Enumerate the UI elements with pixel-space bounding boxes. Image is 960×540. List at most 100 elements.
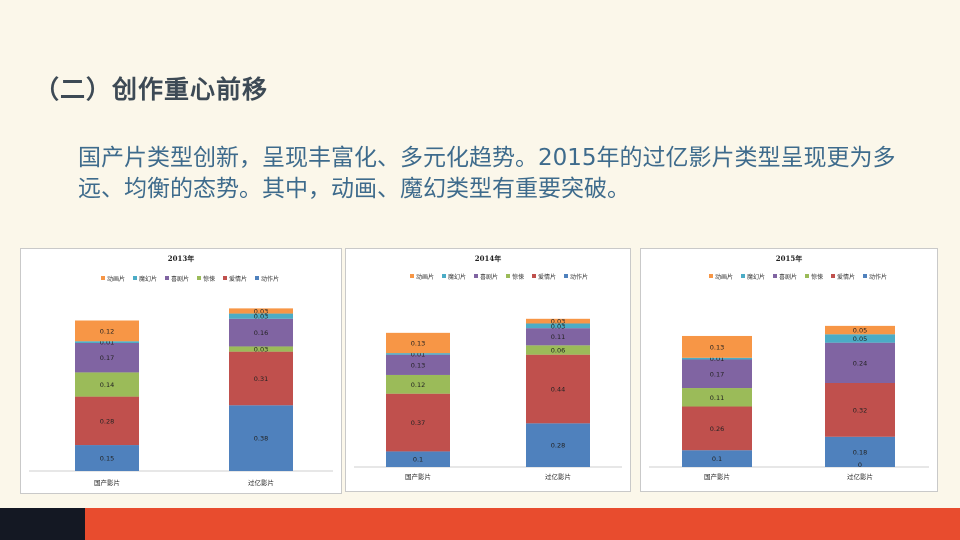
legend-label: 爱情片 <box>229 275 247 283</box>
bar-segment <box>825 383 895 437</box>
legend-swatch <box>133 276 137 280</box>
data-label: 0.12 <box>100 327 114 335</box>
category-label: 国产影片 <box>94 478 120 487</box>
data-label: 0.01 <box>411 350 425 358</box>
chart-2015-title: 2015年 <box>776 254 802 263</box>
data-label: 0.1 <box>712 455 722 463</box>
bar-segment <box>526 345 590 355</box>
bar-segment <box>386 354 450 375</box>
bar-segment <box>229 346 293 352</box>
bar-segment <box>526 423 590 467</box>
data-label: 0.01 <box>710 355 724 363</box>
legend-swatch <box>255 276 259 280</box>
data-label: 0.03 <box>254 346 268 354</box>
bar-segment <box>825 342 895 383</box>
legend-swatch <box>410 274 414 278</box>
legend-swatch <box>805 274 809 278</box>
legend-label: 动画片 <box>416 273 434 281</box>
data-label: 0.13 <box>411 339 425 347</box>
legend-label: 动作片 <box>261 275 279 283</box>
legend-label: 喜剧片 <box>779 273 797 281</box>
data-label: 0.32 <box>853 406 867 414</box>
bar-segment <box>75 445 139 471</box>
bar-segment <box>229 405 293 471</box>
data-label: 0.18 <box>853 448 867 456</box>
legend-label: 喜剧片 <box>480 273 498 281</box>
bar-segment <box>526 323 590 329</box>
bar-segment <box>229 313 293 319</box>
legend-swatch <box>773 274 777 278</box>
bar-segment <box>682 335 752 358</box>
chart-2014-panel: 2014年 动画片 魔幻片 喜剧片 惊悚 爱情片 动作片 0.1 0.37 0.12 0.13 0.0… <box>345 248 631 492</box>
bar-segment <box>386 332 450 354</box>
legend-label: 魔幻片 <box>747 273 765 281</box>
bar-segment <box>825 334 895 343</box>
legend-swatch <box>532 274 536 278</box>
legend-label: 喜剧片 <box>171 275 189 283</box>
legend-swatch <box>165 276 169 280</box>
data-label: 0.13 <box>710 343 724 351</box>
data-label: 0.17 <box>710 370 724 378</box>
legend-swatch <box>863 274 867 278</box>
category-label: 国产影片 <box>704 472 730 481</box>
legend-label: 魔幻片 <box>448 273 466 281</box>
legend-swatch <box>442 274 446 278</box>
bar-segment <box>386 393 450 452</box>
legend-swatch <box>564 274 568 278</box>
legend-label: 惊悚 <box>203 275 215 283</box>
data-label: 0.03 <box>254 307 268 315</box>
chart-2014-title: 2014年 <box>475 254 501 263</box>
bar-segment <box>75 372 139 397</box>
data-label: 0.15 <box>100 455 114 463</box>
data-label: 0.03 <box>551 322 565 330</box>
legend-label: 爱情片 <box>538 273 556 281</box>
bar-segment <box>75 320 139 342</box>
legend-label: 惊悚 <box>811 273 823 281</box>
data-label: 0.37 <box>411 419 425 427</box>
data-label: 0.06 <box>551 347 565 355</box>
legend-swatch <box>474 274 478 278</box>
chart-2015-panel: 2015年 动画片 魔幻片 喜剧片 惊悚 爱情片 动作片 0.1 0.26 0.11 0.17 0.0… <box>640 248 938 492</box>
legend-swatch <box>506 274 510 278</box>
legend-swatch <box>223 276 227 280</box>
bar-segment <box>229 318 293 347</box>
legend-label: 魔幻片 <box>139 275 157 283</box>
bar-segment <box>75 341 139 343</box>
data-label: 0.24 <box>853 359 867 367</box>
bar-segment <box>229 351 293 406</box>
legend-label: 惊悚 <box>512 273 524 281</box>
data-label: 0.38 <box>254 435 268 443</box>
data-label: 0.01 <box>100 339 114 347</box>
bar-segment <box>682 388 752 407</box>
bar-segment <box>386 374 450 394</box>
data-label: 0.31 <box>254 375 268 383</box>
bar-segment <box>825 436 895 467</box>
bar-segment <box>526 354 590 424</box>
bar-segment <box>75 342 139 373</box>
legend-label: 爱情片 <box>837 273 855 281</box>
legend-swatch <box>197 276 201 280</box>
bar-segment <box>682 357 752 360</box>
data-label: 0.05 <box>853 327 867 335</box>
legend-label: 动作片 <box>869 273 887 281</box>
data-label: 0.16 <box>254 329 268 337</box>
data-label: 0.28 <box>551 442 565 450</box>
data-label: 0.17 <box>100 354 114 362</box>
data-label: 0.1 <box>413 456 423 464</box>
slide-paragraph: 国产片类型创新，呈现丰富化、多元化趋势。2015年的过亿影片类型呈现更为多远、均… <box>78 145 896 202</box>
footer-red-bar <box>85 508 960 540</box>
bar-segment <box>526 328 590 346</box>
bar-segment <box>526 318 590 324</box>
category-label: 过亿影片 <box>847 472 873 481</box>
category-label: 国产影片 <box>405 472 431 481</box>
chart-2013-title: 2013年 <box>168 254 194 263</box>
data-label: 0.28 <box>100 417 114 425</box>
legend-swatch <box>101 276 105 280</box>
slide-heading: （二）创作重心前移 <box>34 75 269 104</box>
category-label: 过亿影片 <box>545 472 571 481</box>
chart-2013-panel: 2013年 动画片 魔幻片 喜剧片 惊悚 爱情片 动作片 0.15 0.28 0.14 0.17 0.… <box>20 248 342 494</box>
data-label: 0.03 <box>254 313 268 321</box>
